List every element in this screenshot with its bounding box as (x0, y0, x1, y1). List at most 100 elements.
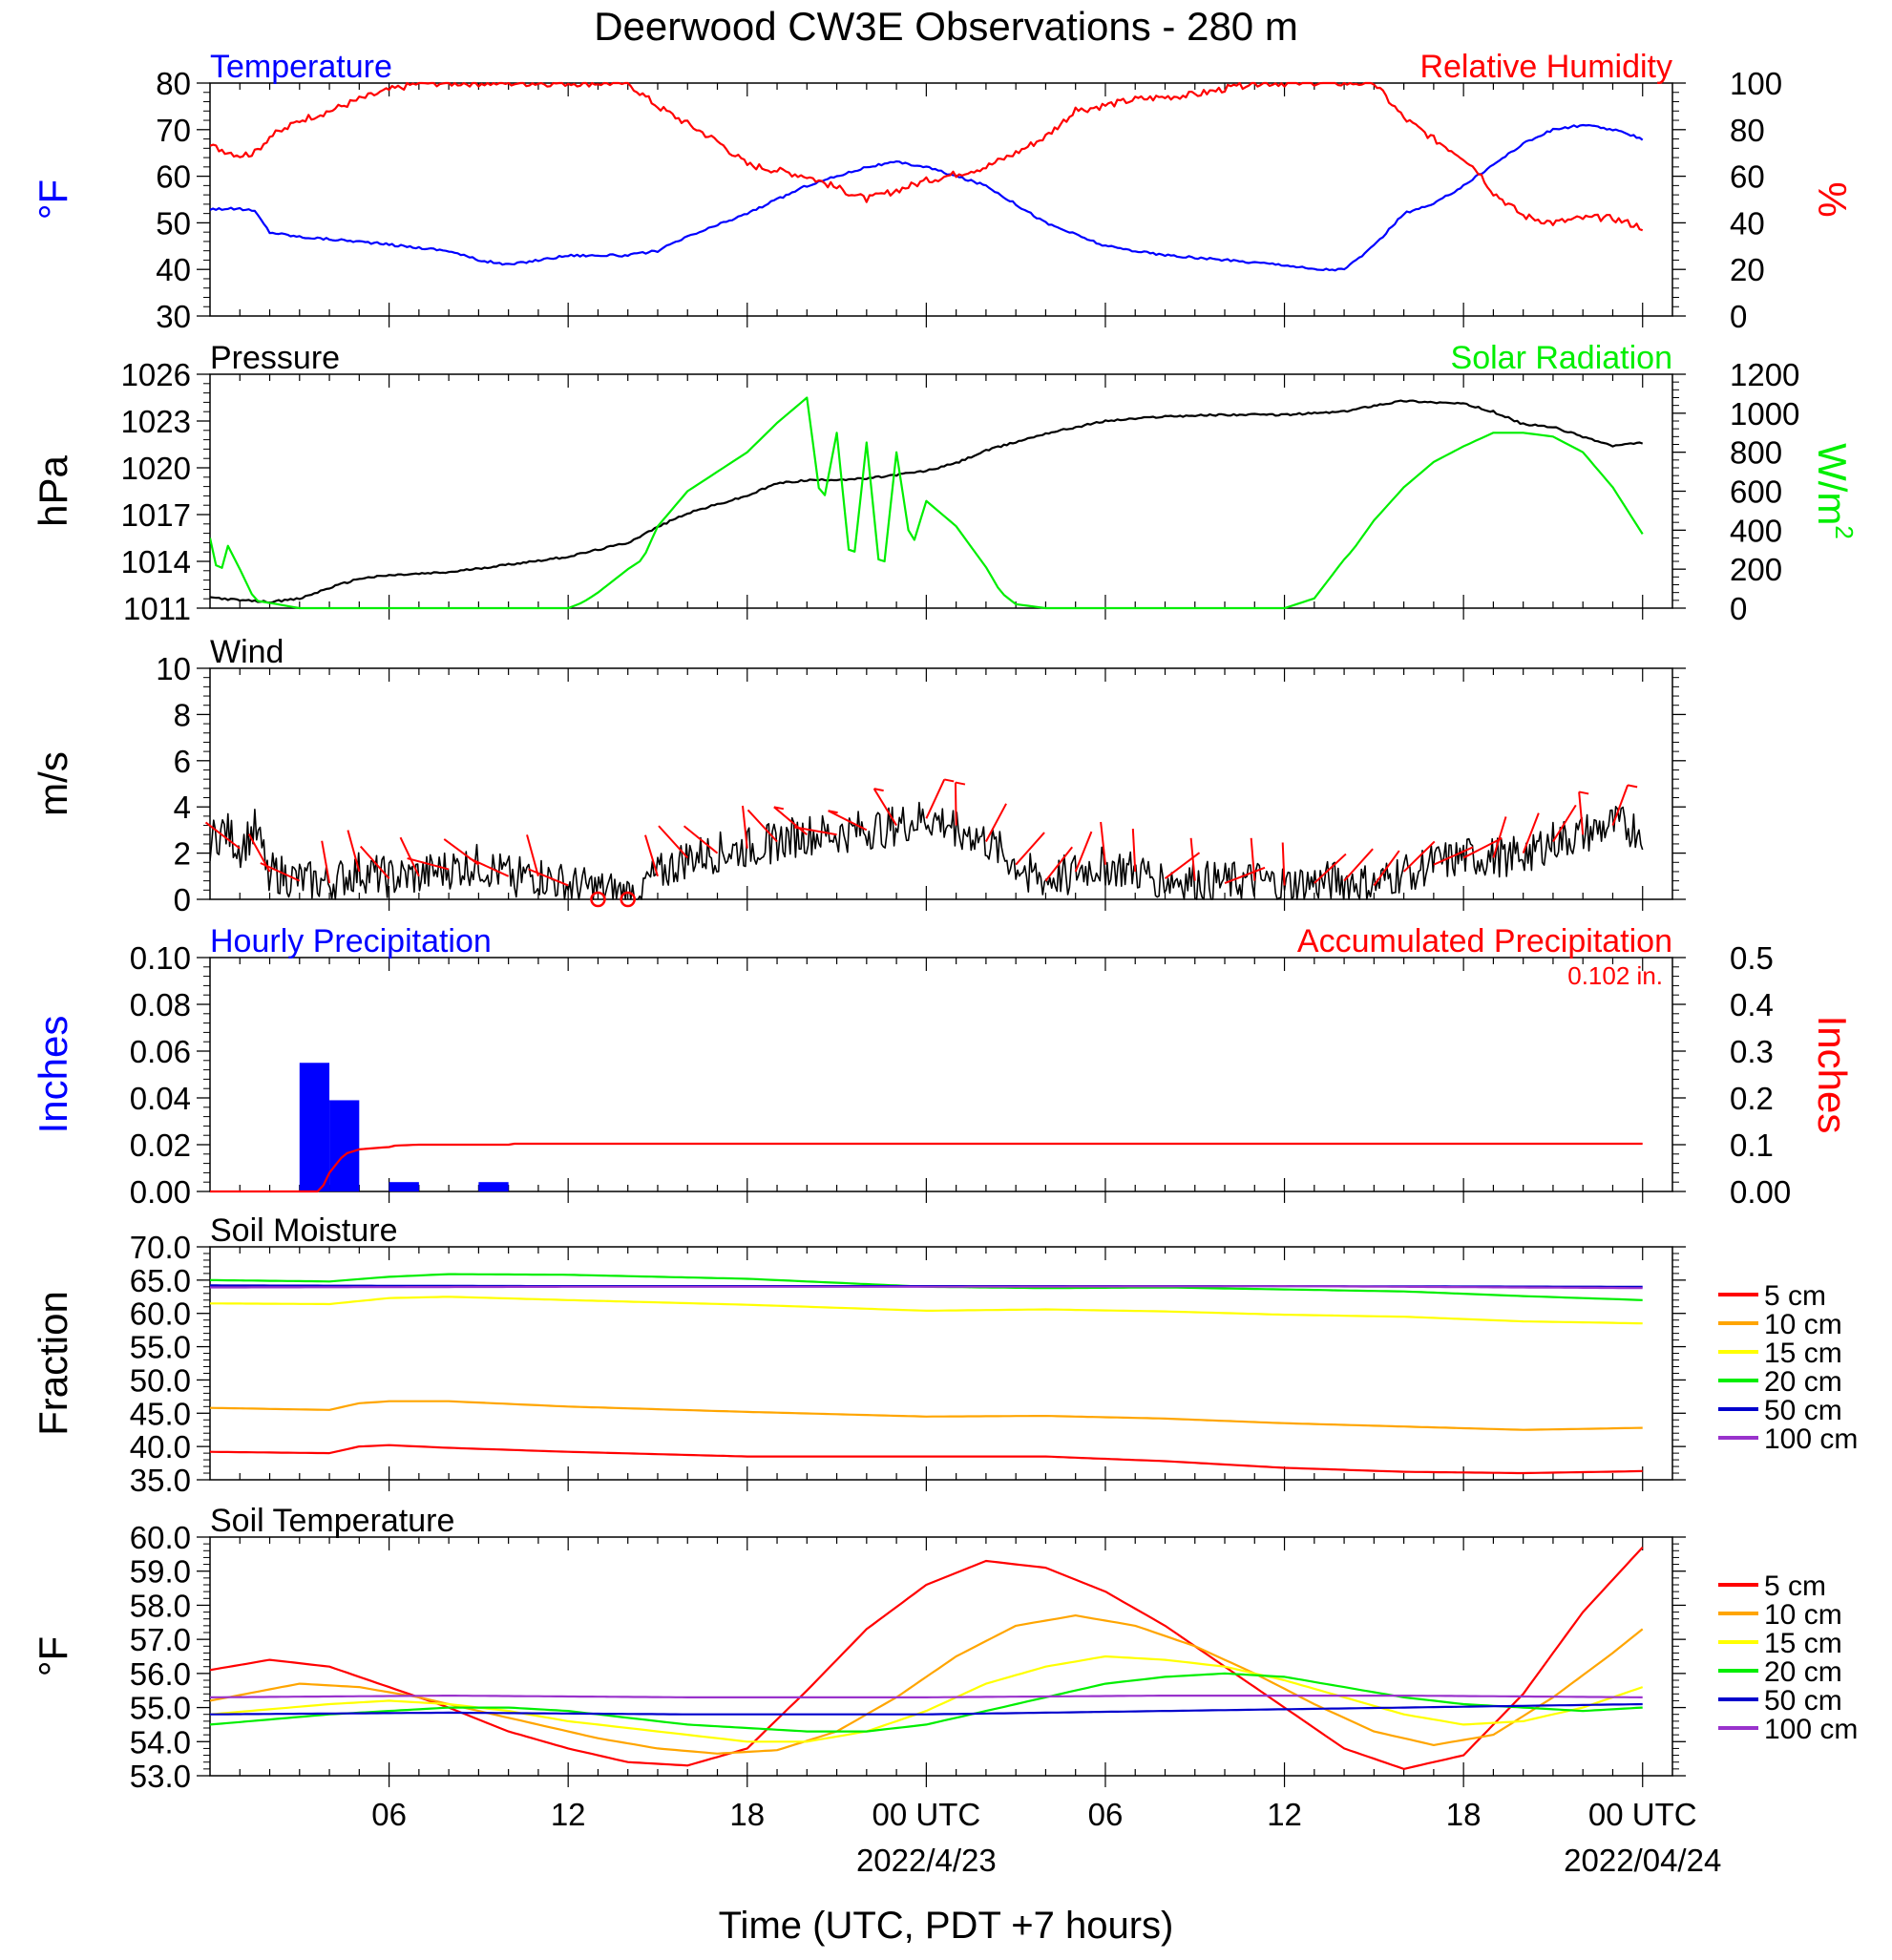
plot-frame (209, 667, 1673, 900)
precip-bar (389, 1182, 419, 1191)
series-line (210, 1444, 1643, 1475)
legend-label: 100 cm (1764, 1423, 1858, 1455)
y-tick-label: 65.0 (130, 1263, 191, 1298)
panel-title-left: Pressure (210, 340, 340, 376)
wind-barb (1074, 831, 1093, 873)
x-tick-label: 00 UTC (1588, 1797, 1697, 1832)
series-line (210, 1694, 1643, 1699)
wind-barb-flag (1578, 790, 1589, 795)
wind-barb (399, 836, 420, 877)
y-tick-label: 8 (174, 697, 191, 732)
legend-label: 10 cm (1764, 1309, 1842, 1340)
wind-barb (347, 830, 361, 873)
y-tick-label: 60 (156, 159, 191, 195)
wind-barb (407, 857, 450, 871)
y-tick-label: 50.0 (130, 1362, 191, 1398)
y-tick-label-right: 1000 (1730, 396, 1799, 432)
series-line (210, 1546, 1644, 1771)
y-tick-label: 50 (156, 205, 191, 241)
wind-barb (359, 845, 390, 879)
wind-barb (746, 809, 778, 843)
y-tick-label: 2 (174, 836, 191, 872)
legend-label: 5 cm (1764, 1280, 1826, 1312)
y-tick-label: 80 (156, 66, 191, 101)
wind-barb (773, 806, 808, 836)
y-tick-label-right: 0 (1730, 299, 1747, 334)
y-tick-label: 1026 (121, 357, 191, 392)
series-line (210, 1142, 1643, 1193)
wind-barb (1552, 804, 1577, 843)
y-tick-label-right: 0.3 (1730, 1034, 1774, 1069)
y-tick-label: 1017 (121, 497, 191, 533)
panel-title-left: Temperature (210, 49, 392, 85)
wind-barb (1189, 837, 1196, 881)
legend-label: 50 cm (1764, 1395, 1842, 1426)
legend-label: 5 cm (1764, 1570, 1826, 1602)
wind-barb (985, 803, 1007, 842)
panel-wind: 0 2 4 6 8 10 Wind m/s (31, 634, 1686, 917)
y-axis-label-left: Fraction (31, 1291, 75, 1436)
plot-frame (209, 1246, 1673, 1481)
wind-barb (828, 810, 868, 832)
y-tick-label: 1020 (121, 451, 191, 486)
legend-label: 20 cm (1764, 1366, 1842, 1398)
series-line (210, 1284, 1643, 1290)
wind-barb-flag (944, 778, 955, 783)
y-tick-label-right: 40 (1730, 205, 1765, 241)
y-axis-label-right: Inches (1810, 1016, 1855, 1134)
wind-barb (1433, 846, 1474, 866)
y-tick-label: 56.0 (130, 1656, 191, 1692)
series-line (210, 1296, 1643, 1325)
y-tick-label-right: 20 (1730, 252, 1765, 287)
panel-title-right: Accumulated Precipitation (1297, 923, 1672, 959)
wind-barb-flag (873, 788, 884, 792)
x-tick-label: 12 (1267, 1797, 1302, 1832)
wind-barb (1343, 848, 1374, 882)
x-tick-label: 12 (551, 1797, 586, 1832)
y-tick-label-right: 1200 (1730, 357, 1799, 392)
wind-barb (1492, 816, 1507, 858)
y-tick-label: 4 (174, 790, 191, 825)
wind-barb (204, 821, 241, 850)
y-axis-label-left: Inches (31, 1016, 75, 1134)
y-tick-label-right: 0 (1730, 591, 1747, 626)
y-tick-label: 10 (156, 651, 191, 686)
y-tick-label: 0.06 (130, 1034, 191, 1069)
wind-barb (925, 779, 946, 819)
precip-total-label: 0.102 in. (1567, 961, 1663, 990)
x-tick-label: 18 (729, 1797, 765, 1832)
wind-barb (1224, 866, 1266, 884)
y-tick-label-right: 400 (1730, 513, 1782, 548)
wind-barb (1250, 837, 1256, 881)
y-tick-label: 60.0 (130, 1296, 191, 1332)
wind-barb (526, 834, 539, 877)
y-tick-label: 57.0 (130, 1622, 191, 1657)
wind-barb-flag (794, 826, 805, 831)
wind-barb (1522, 812, 1540, 854)
y-tick-label: 0.02 (130, 1128, 191, 1163)
y-tick-label: 6 (174, 744, 191, 779)
x-tick-label: 18 (1446, 1797, 1482, 1832)
wind-barb (1402, 840, 1436, 873)
wind-barb (1044, 846, 1074, 882)
figure-title: Deerwood CW3E Observations - 280 m (594, 4, 1298, 49)
wind-barb (1462, 837, 1503, 859)
y-tick-label: 59.0 (130, 1554, 191, 1590)
legend-label: 50 cm (1764, 1685, 1842, 1717)
panel-title-right: Solar Radiation (1451, 340, 1672, 376)
series-line (210, 1654, 1644, 1743)
y-tick-label: 0.00 (130, 1174, 191, 1210)
x-tick-date-label: 2022/04/24 (1564, 1843, 1721, 1878)
x-tick-label: 06 (371, 1797, 407, 1832)
wind-barb-flag (828, 810, 838, 814)
y-axis-label-right: W/m2 (1810, 443, 1859, 539)
wind-barb (1015, 832, 1045, 866)
panel-precip: 0.00 0.02 0.04 0.06 0.08 0.10 0.00 0.1 0.2 0.3 0.4… (31, 923, 1855, 1210)
series-line (210, 396, 1644, 610)
y-tick-label-right: 600 (1730, 474, 1782, 510)
x-tick-date-label: 2022/4/23 (856, 1843, 997, 1878)
wind-barb (1100, 821, 1106, 865)
legend-label: 15 cm (1764, 1338, 1842, 1369)
precip-bar (299, 1063, 330, 1191)
